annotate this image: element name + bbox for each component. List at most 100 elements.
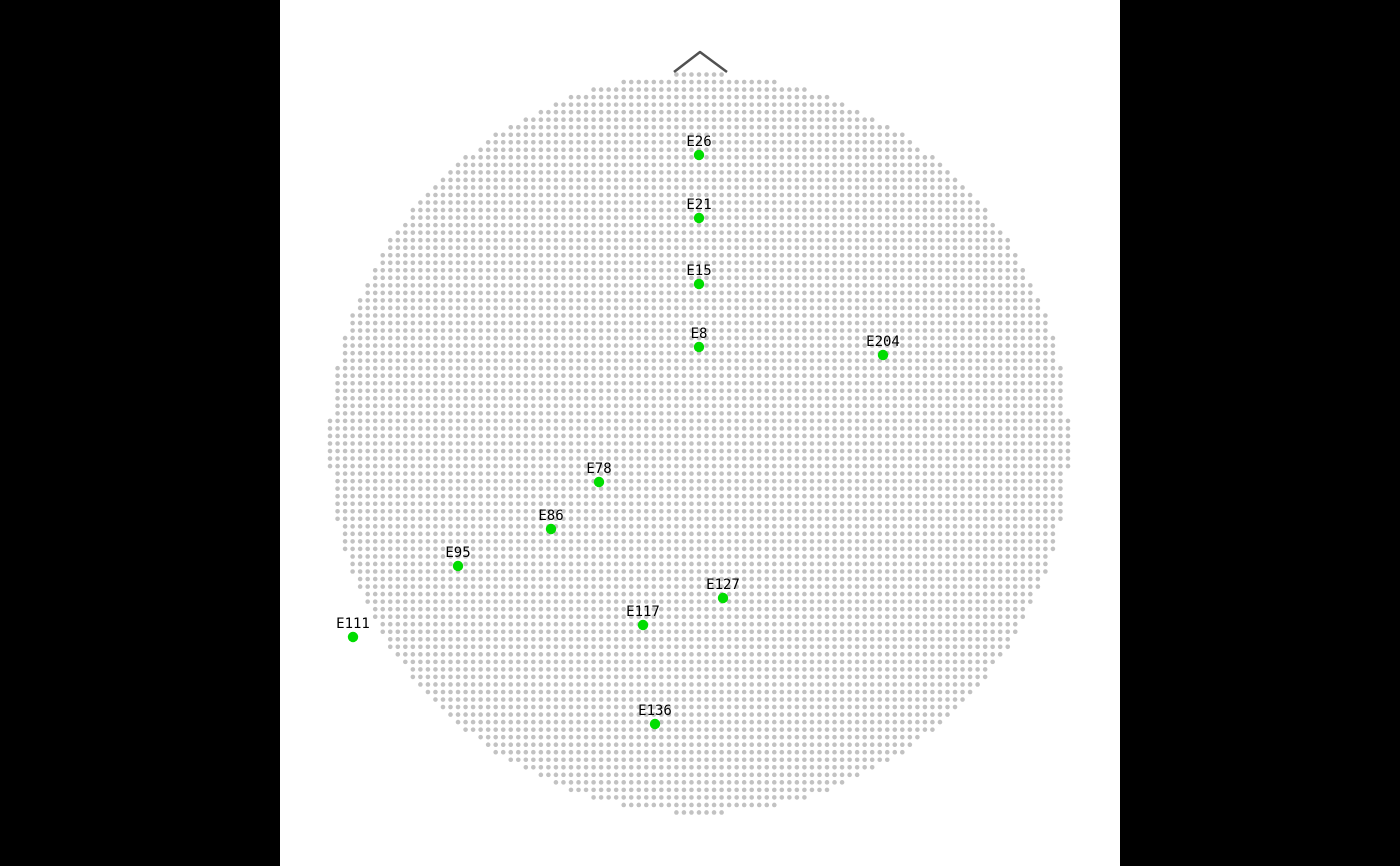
grid-dot [606, 508, 611, 514]
grid-dot [945, 215, 950, 220]
grid-dot [862, 478, 867, 484]
grid-dot [674, 471, 679, 476]
grid-dot [598, 313, 604, 318]
grid-dot [726, 230, 732, 235]
grid-dot [508, 147, 514, 153]
grid-dot [561, 365, 566, 371]
grid-dot [884, 516, 890, 522]
grid-dot [854, 373, 860, 379]
grid-dot [945, 456, 950, 461]
grid-dot [711, 531, 717, 537]
grid-dot [1050, 358, 1056, 363]
grid-dot [357, 441, 363, 446]
grid-dot [448, 350, 453, 356]
grid-dot [749, 448, 755, 454]
grid-dot [862, 230, 867, 235]
grid-dot [877, 471, 883, 476]
grid-dot [628, 102, 634, 107]
grid-dot [628, 508, 634, 514]
grid-dot [485, 245, 491, 251]
grid-dot [877, 493, 883, 499]
grid-dot [523, 177, 529, 183]
grid-dot [884, 230, 890, 235]
grid-dot [922, 508, 928, 514]
grid-dot [1005, 501, 1011, 507]
grid-dot [764, 320, 770, 326]
grid-dot [839, 185, 845, 190]
grid-dot [515, 132, 521, 138]
grid-dot [628, 335, 634, 341]
grid-dot [1020, 275, 1026, 281]
grid-dot [380, 463, 386, 469]
grid-dot [997, 501, 1003, 507]
grid-dot [696, 140, 702, 145]
grid-dot [591, 222, 596, 228]
grid-dot [395, 456, 401, 461]
grid-dot [666, 478, 672, 484]
grid-dot [651, 192, 657, 198]
grid-dot [666, 230, 672, 235]
grid-dot [531, 140, 536, 145]
grid-dot [493, 486, 498, 491]
grid-dot [553, 493, 559, 499]
grid-dot [862, 222, 867, 228]
grid-dot [967, 478, 973, 484]
grid-dot [357, 358, 363, 363]
grid-dot [704, 298, 709, 303]
grid-dot [478, 215, 483, 220]
grid-dot [975, 433, 980, 439]
grid-dot [1043, 456, 1048, 461]
grid-dot [952, 365, 958, 371]
grid-dot [418, 245, 423, 251]
grid-dot [448, 298, 453, 303]
grid-dot [553, 124, 559, 130]
grid-dot [576, 109, 581, 115]
grid-dot [387, 501, 393, 507]
grid-dot [674, 155, 679, 160]
grid-dot [756, 493, 762, 499]
grid-dot [538, 313, 544, 318]
grid-dot [982, 215, 988, 220]
grid-dot [877, 328, 883, 333]
grid-dot [651, 441, 657, 446]
grid-dot [515, 305, 521, 311]
grid-dot [523, 283, 529, 288]
grid-dot [869, 493, 875, 499]
grid-dot [915, 433, 920, 439]
grid-dot [546, 456, 551, 461]
grid-dot [538, 200, 544, 205]
grid-dot [576, 170, 581, 175]
grid-dot [756, 350, 762, 356]
grid-dot [463, 486, 468, 491]
grid-dot [410, 343, 416, 348]
grid-dot [357, 328, 363, 333]
grid-dot [824, 433, 830, 439]
grid-dot [553, 200, 559, 205]
grid-dot [847, 411, 852, 416]
grid-dot [470, 456, 476, 461]
grid-dot [643, 245, 649, 251]
grid-dot [418, 486, 423, 491]
grid-dot [862, 290, 867, 296]
grid-dot [523, 320, 529, 326]
grid-dot [1028, 418, 1033, 424]
grid-dot [576, 94, 581, 100]
grid-dot [440, 268, 446, 273]
grid-dot [515, 433, 521, 439]
grid-dot [613, 132, 619, 138]
grid-dot [817, 365, 822, 371]
grid-dot [365, 478, 370, 484]
grid-dot [892, 177, 898, 183]
grid-dot [335, 373, 340, 379]
grid-dot [900, 320, 905, 326]
grid-dot [621, 373, 626, 379]
grid-dot [485, 298, 491, 303]
grid-dot [967, 275, 973, 281]
grid-dot [357, 343, 363, 348]
grid-dot [410, 531, 416, 537]
grid-dot [643, 524, 649, 529]
grid-dot [990, 245, 995, 251]
grid-dot [764, 411, 770, 416]
grid-dot [387, 493, 393, 499]
grid-dot [463, 305, 468, 311]
